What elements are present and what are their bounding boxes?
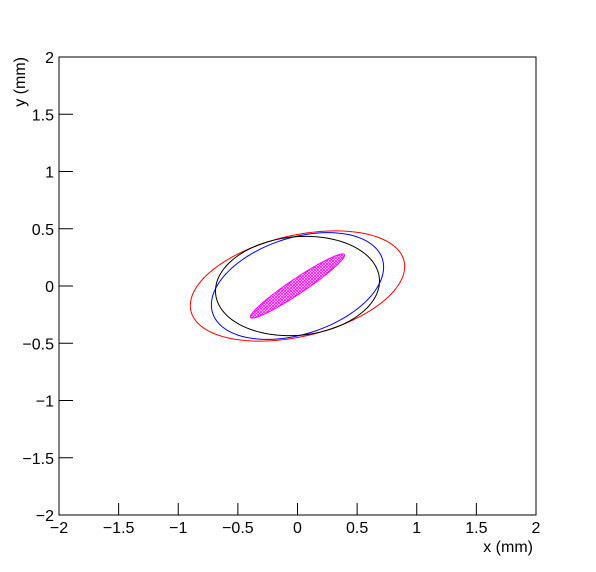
filled-ellipse xyxy=(249,253,346,319)
x-tick-label: −1 xyxy=(169,520,187,537)
y-tick-label: 0 xyxy=(45,279,54,296)
ellipse xyxy=(210,232,385,340)
y-tick-label: 1.5 xyxy=(32,107,54,124)
ellipse xyxy=(214,235,381,337)
x-tick-label: 1 xyxy=(412,520,421,537)
y-axis-label: y (mm) xyxy=(12,57,29,107)
x-tick-label: −1.5 xyxy=(103,520,135,537)
y-tick-label: 1 xyxy=(45,165,54,182)
x-tick-label: 0.5 xyxy=(346,520,368,537)
y-tick-label: −1.5 xyxy=(22,451,54,468)
x-tick-label: −0.5 xyxy=(222,520,254,537)
y-tick-label: 2 xyxy=(45,50,54,67)
y-tick-label: −2 xyxy=(36,508,54,525)
x-tick-label: −2 xyxy=(50,520,68,537)
y-tick-label: 0.5 xyxy=(32,222,54,239)
x-axis-label: x (mm) xyxy=(483,539,533,556)
x-tick-label: 0 xyxy=(293,520,302,537)
ellipse xyxy=(189,230,406,342)
y-tick-label: −1 xyxy=(36,394,54,411)
y-tick-label: −0.5 xyxy=(22,336,54,353)
x-tick-label: 1.5 xyxy=(465,520,487,537)
x-tick-label: 2 xyxy=(532,520,541,537)
